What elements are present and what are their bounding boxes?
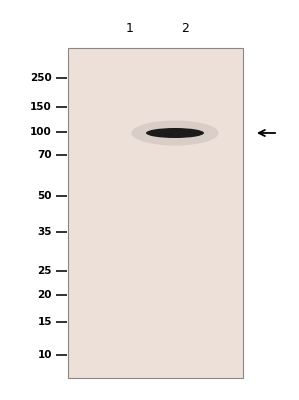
Text: 15: 15	[37, 317, 52, 327]
Text: 2: 2	[181, 22, 189, 34]
Text: 50: 50	[37, 191, 52, 201]
Text: 1: 1	[126, 22, 134, 34]
Text: 100: 100	[30, 127, 52, 137]
Text: 25: 25	[37, 266, 52, 276]
Text: 35: 35	[37, 227, 52, 237]
Text: 20: 20	[37, 290, 52, 300]
Ellipse shape	[146, 128, 204, 138]
Text: 250: 250	[30, 73, 52, 83]
Text: 10: 10	[37, 350, 52, 360]
Bar	[68, 48, 243, 378]
Ellipse shape	[132, 120, 219, 146]
Text: 70: 70	[37, 150, 52, 160]
Text: 150: 150	[30, 102, 52, 112]
